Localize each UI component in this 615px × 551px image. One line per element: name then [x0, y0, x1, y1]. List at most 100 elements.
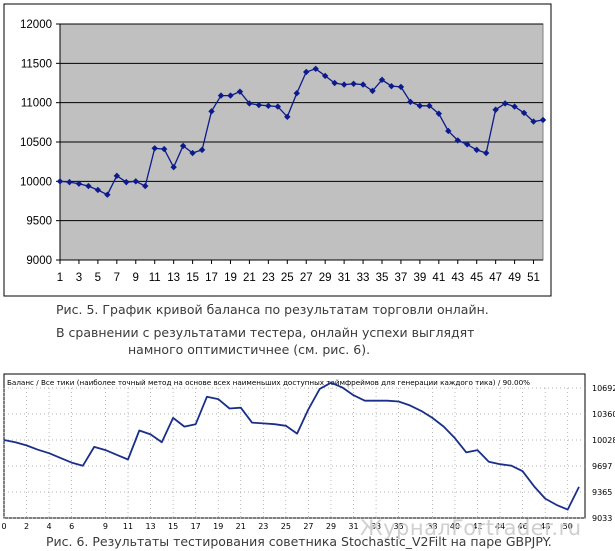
data-point-marker: [94, 186, 102, 194]
tester-y-tick-label: 10360: [592, 410, 615, 419]
tester-x-tick-label: 50: [563, 522, 573, 531]
data-point-marker: [435, 110, 443, 117]
data-point-marker: [454, 137, 461, 144]
data-point-marker: [284, 113, 291, 121]
data-point-marker: [179, 142, 187, 150]
figure-5-caption: Рис. 5. График кривой баланса по результ…: [56, 302, 489, 317]
tester-balance-line: [3, 381, 580, 511]
data-point-marker: [56, 178, 64, 185]
x-tick-label: 3: [76, 272, 82, 284]
data-point-marker: [464, 141, 471, 148]
x-tick-label: 21: [243, 272, 256, 284]
data-point-marker: [151, 145, 158, 152]
tester-x-tick-label: 15: [168, 522, 178, 531]
data-point-marker: [416, 102, 424, 110]
data-point-marker: [189, 149, 196, 157]
x-tick-label: 1: [57, 272, 63, 284]
y-tick-label: 9000: [26, 255, 52, 267]
tester-x-tick-label: 44: [495, 522, 505, 531]
tester-x-tick-label: 6: [69, 522, 74, 531]
tester-x-tick-label: 27: [303, 522, 313, 531]
data-point-marker: [208, 108, 215, 115]
tester-x-tick-label: 31: [348, 522, 358, 531]
tester-y-tick-label: 10028: [592, 436, 615, 445]
y-tick-label: 10500: [20, 137, 52, 149]
data-point-marker: [312, 65, 319, 73]
data-point-marker: [520, 109, 528, 117]
tester-y-tick-label: 10692: [592, 384, 615, 393]
x-tick-label: 5: [95, 272, 101, 284]
data-point-marker: [123, 178, 130, 186]
data-point-marker: [303, 68, 310, 76]
x-tick-label: 15: [186, 272, 199, 284]
x-tick-label: 49: [508, 272, 521, 284]
x-tick-label: 17: [205, 272, 218, 284]
data-point-marker: [227, 92, 234, 99]
tester-x-tick-label: 23: [258, 522, 268, 531]
tester-x-tick-label: 35: [394, 522, 404, 531]
x-tick-label: 19: [224, 272, 237, 284]
data-point-marker: [350, 80, 357, 87]
x-tick-label: 7: [114, 272, 120, 284]
tester-balance-chart: Баланс / Все тики (наиболее точный метод…: [0, 370, 615, 535]
data-point-marker: [359, 81, 367, 88]
tester-x-tick-label: 42: [472, 522, 482, 531]
data-point-marker: [388, 82, 395, 90]
data-point-marker: [482, 149, 490, 157]
tester-balance-chart-svg: Баланс / Все тики (наиболее точный метод…: [0, 372, 615, 532]
data-point-marker: [511, 103, 518, 110]
data-point-marker: [170, 163, 177, 171]
tester-x-tick-label: 48: [540, 522, 550, 531]
balance-chart-online: 9000 9500 10000 10500 11000 11500 12000 1 3 5 7 9 11…: [3, 3, 552, 297]
y-tick-label: 11500: [21, 58, 52, 70]
x-tick-label: 45: [470, 272, 483, 284]
data-point-marker: [246, 100, 253, 107]
tester-plot-frame: [3, 373, 586, 519]
comparison-note-line-1: В сравнении с результатами тестера, онла…: [56, 325, 475, 340]
x-tick-label: 35: [376, 272, 389, 284]
data-point-marker: [198, 146, 206, 154]
watermark: ЖурналFortrader.ru: [360, 516, 582, 540]
data-point-marker: [539, 116, 547, 124]
tester-x-tick-label: 29: [326, 522, 336, 531]
data-point-marker: [104, 191, 111, 198]
x-tick-label: 41: [432, 272, 445, 284]
data-point-marker: [255, 101, 263, 109]
data-point-marker: [397, 83, 405, 91]
tester-x-tick-label: 33: [371, 522, 381, 531]
y-tick-label: 9500: [26, 216, 52, 228]
data-point-marker: [426, 102, 433, 110]
y-tick-label: 12000: [20, 19, 52, 31]
data-point-marker: [66, 178, 73, 186]
tester-x-tick-label: 17: [191, 522, 201, 531]
x-tick-label: 25: [281, 272, 294, 284]
tester-x-tick-label: 13: [145, 522, 155, 531]
x-tick-label: 27: [300, 272, 313, 284]
data-point-marker: [492, 106, 499, 113]
x-tick-label: 43: [451, 272, 464, 284]
data-point-marker: [274, 103, 282, 110]
data-point-marker: [378, 76, 386, 84]
data-point-marker: [369, 87, 376, 95]
data-point-marker: [160, 145, 168, 153]
data-point-marker: [473, 146, 480, 154]
tester-x-tick-label: 0: [1, 522, 6, 531]
tester-x-tick-label: 21: [236, 522, 246, 531]
x-tick-label: 23: [262, 272, 275, 284]
tester-chart-title: Баланс / Все тики (наиболее точный метод…: [7, 378, 530, 387]
data-point-marker: [132, 178, 139, 185]
x-tick-label: 13: [167, 272, 180, 284]
tester-x-tick-label: 11: [123, 522, 133, 531]
x-tick-label: 51: [527, 272, 540, 284]
tester-x-tick-label: 46: [518, 522, 528, 531]
data-point-marker: [530, 118, 537, 125]
data-point-marker: [340, 81, 348, 88]
tester-x-tick-label: 19: [213, 522, 223, 531]
data-point-marker: [407, 98, 414, 106]
x-tick-label: 33: [357, 272, 370, 284]
y-tick-label: 11000: [21, 98, 52, 110]
data-point-marker: [321, 72, 329, 80]
x-tick-label: 37: [395, 272, 408, 284]
comparison-note-line-2: намного оптимистичнее (см. рис. 6).: [128, 342, 371, 357]
